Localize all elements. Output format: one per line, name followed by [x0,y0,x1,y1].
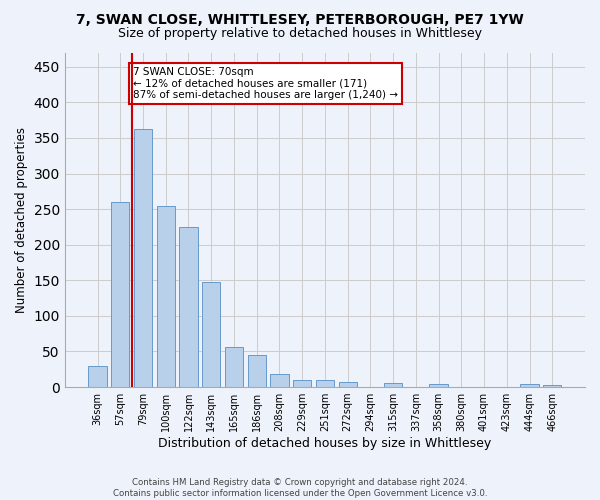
Bar [225,346,243,387]
Text: 7, SWAN CLOSE, WHITTLESEY, PETERBOROUGH, PE7 1YW: 7, SWAN CLOSE, WHITTLESEY, PETERBOROUGH,… [76,12,524,26]
Bar [271,374,289,387]
Bar [520,384,539,387]
X-axis label: Distribution of detached houses by size in Whittlesey: Distribution of detached houses by size … [158,437,491,450]
Bar [111,202,130,387]
Text: Size of property relative to detached houses in Whittlesey: Size of property relative to detached ho… [118,28,482,40]
Text: Contains HM Land Registry data © Crown copyright and database right 2024.
Contai: Contains HM Land Registry data © Crown c… [113,478,487,498]
Bar [338,382,357,387]
Bar [134,128,152,387]
Bar [384,383,402,387]
Bar [293,380,311,387]
Bar [248,355,266,387]
Bar [88,366,107,387]
Text: 7 SWAN CLOSE: 70sqm
← 12% of detached houses are smaller (171)
87% of semi-detac: 7 SWAN CLOSE: 70sqm ← 12% of detached ho… [133,66,398,100]
Bar [179,227,197,387]
Bar [157,206,175,387]
Y-axis label: Number of detached properties: Number of detached properties [15,127,28,313]
Bar [543,385,562,387]
Bar [430,384,448,387]
Bar [316,380,334,387]
Bar [202,282,220,387]
